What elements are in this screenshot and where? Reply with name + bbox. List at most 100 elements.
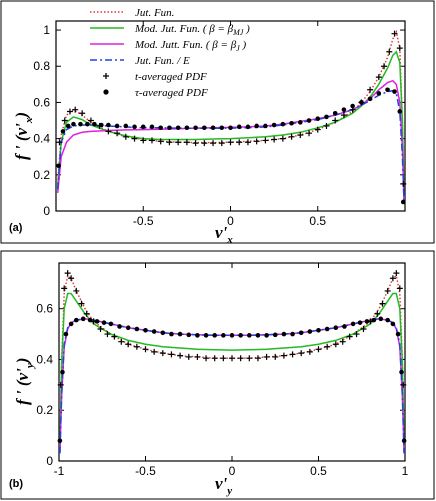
x-tick-label: 1 <box>402 464 409 478</box>
dot-marker <box>280 121 286 127</box>
dot-marker <box>350 321 356 327</box>
plus-marker <box>105 128 112 135</box>
x-tick-label: -1 <box>54 464 65 478</box>
panel-a-legend: Jut. Fun. Mod. Jut. Fun. ( β = βMJ ) Mod. … <box>90 7 250 99</box>
dot-marker <box>101 320 107 325</box>
plus-marker <box>374 310 381 317</box>
plus-marker <box>298 350 305 357</box>
dot-marker <box>195 333 200 338</box>
plus-marker <box>203 355 210 362</box>
dot-marker <box>342 324 347 329</box>
y-tick-label: 0 <box>43 204 50 218</box>
dot-marker <box>65 123 71 129</box>
plus-marker <box>87 117 94 124</box>
plus-marker <box>297 132 304 138</box>
dot-marker <box>60 369 65 375</box>
plus-marker <box>396 45 403 52</box>
plus-marker <box>263 353 270 360</box>
dot-marker <box>281 331 287 337</box>
plus-marker <box>151 348 158 355</box>
plus-marker <box>66 108 73 115</box>
dot-marker <box>125 325 131 331</box>
plus-marker <box>386 48 393 55</box>
panel-a-ylabel: f ' (v'x) <box>12 112 35 160</box>
series-line-jut_e <box>59 318 405 454</box>
dot-marker <box>289 120 294 126</box>
dot-marker <box>245 124 251 130</box>
plus-marker <box>288 133 295 140</box>
plus-marker <box>246 355 253 362</box>
plus-marker <box>218 140 225 147</box>
legend-label: Jut. Fun. / E <box>135 55 190 67</box>
panel-a: -0.5 0 0.5 0 0.2 0.4 0.6 0.8 1 (a) v'x f ' (v'x)… <box>0 0 435 246</box>
plus-marker <box>271 136 278 143</box>
dot-marker <box>151 329 157 334</box>
dot-marker <box>114 123 120 129</box>
dot-marker <box>219 125 225 131</box>
plus-marker <box>324 343 331 350</box>
plus-marker <box>353 331 360 338</box>
dot-marker <box>333 325 339 331</box>
y-tick-label: 1 <box>43 23 50 37</box>
dot-marker <box>385 87 390 93</box>
legend-entry: Mod. Jutt. Fun. ( β = βJ ) <box>90 39 246 53</box>
plus-marker <box>332 341 339 348</box>
dot-marker <box>68 321 74 327</box>
x-tick-label: 0.5 <box>309 214 326 228</box>
dot-marker <box>149 124 155 130</box>
dot-marker <box>247 333 252 338</box>
y-tick-label: 0.2 <box>36 403 53 417</box>
plus-marker <box>56 139 63 146</box>
dot-marker <box>364 319 370 324</box>
dot-marker <box>298 120 303 125</box>
dot-marker <box>401 438 407 443</box>
dot-marker <box>132 124 137 130</box>
panel-a-plot: -0.5 0 0.5 0 0.2 0.4 0.6 0.8 1 <box>33 21 407 228</box>
plus-marker <box>185 353 192 360</box>
panel-b-border <box>0 250 435 500</box>
dot-marker <box>63 331 69 337</box>
plus-marker <box>400 180 407 187</box>
y-tick-label: 0.8 <box>33 59 50 73</box>
plus-marker <box>125 341 132 348</box>
dot-marker <box>117 324 122 329</box>
dot-marker <box>212 333 217 338</box>
series-line-jut <box>59 274 405 449</box>
dot-marker <box>376 91 382 96</box>
dot-marker <box>324 114 329 120</box>
dot-marker <box>400 199 406 205</box>
plus-marker <box>111 333 118 340</box>
dot-marker <box>123 123 129 129</box>
dot-marker <box>57 438 63 443</box>
plus-marker <box>104 331 111 338</box>
x-tick-label: 0 <box>227 214 234 228</box>
plus-marker <box>306 348 313 355</box>
plus-marker <box>166 139 173 146</box>
legend-label: Mod. Jut. Fun. ( β = βMJ ) <box>134 23 250 37</box>
dot-marker <box>332 110 338 116</box>
plus-marker <box>314 126 321 133</box>
legend-entry: Mod. Jut. Fun. ( β = βMJ ) <box>90 23 250 37</box>
plus-marker <box>244 139 251 146</box>
dot-marker <box>341 107 347 112</box>
dot-marker <box>158 125 163 131</box>
dot-marker <box>385 317 391 323</box>
legend-entry: t-averaged PDF <box>103 71 207 83</box>
plus-marker <box>254 355 261 362</box>
dot-marker <box>324 326 330 332</box>
dot-marker <box>71 121 76 127</box>
plus-marker <box>360 326 367 332</box>
dot-marker <box>255 333 261 338</box>
dot-marker <box>134 326 140 332</box>
dot-marker <box>272 332 278 338</box>
dot-marker <box>184 125 190 131</box>
dot-marker <box>221 333 226 338</box>
plus-marker <box>57 381 64 388</box>
plus-marker <box>64 270 71 277</box>
plus-marker <box>391 30 398 37</box>
dot-marker <box>236 124 242 130</box>
plus-marker <box>183 139 190 146</box>
panel-b-plot: -1 -0.5 0 0.5 1 0 0.2 0.4 0.6 <box>36 263 409 478</box>
plus-marker <box>157 138 164 145</box>
y-tick-label: 0 <box>46 454 53 468</box>
